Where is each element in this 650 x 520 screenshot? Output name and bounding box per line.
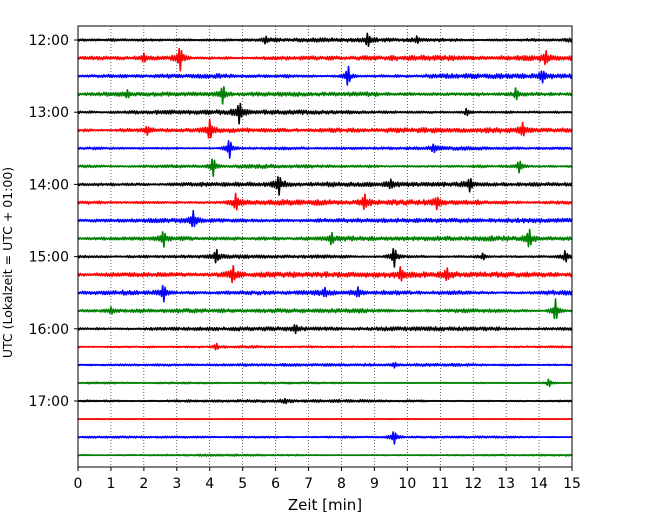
x-tick-label-10: 10 <box>398 476 416 492</box>
y-axis-ticks: 12:00 13:00 14:00 15:00 16:00 17:00 <box>29 33 78 410</box>
x-tick-label-6: 6 <box>271 476 280 492</box>
seismic-traces <box>77 32 573 457</box>
y-tick-label-1200: 12:00 <box>29 33 69 49</box>
trace-1600 <box>77 324 573 335</box>
trace-1300 <box>77 102 573 125</box>
x-tick-label-4: 4 <box>205 476 214 492</box>
x-tick-label-9: 9 <box>370 476 379 492</box>
x-tick-label-1: 1 <box>106 476 115 492</box>
x-tick-label-3: 3 <box>172 476 181 492</box>
trace-1415 <box>77 192 573 211</box>
y-tick-label-1300: 13:00 <box>29 105 69 121</box>
trace-1445 <box>77 228 573 248</box>
x-tick-label-13: 13 <box>497 476 515 492</box>
y-tick-label-1400: 14:00 <box>29 177 69 193</box>
x-tick-label-8: 8 <box>337 476 346 492</box>
trace-1400 <box>77 176 573 196</box>
x-tick-label-12: 12 <box>464 476 482 492</box>
y-tick-label-1700: 17:00 <box>29 394 69 410</box>
trace-1215 <box>77 47 573 72</box>
trace-1345 <box>77 158 573 178</box>
trace-1545 <box>77 298 573 320</box>
x-tick-label-11: 11 <box>431 476 449 492</box>
y-tick-label-1600: 16:00 <box>29 322 69 338</box>
trace-1530 <box>77 284 573 303</box>
x-tick-label-7: 7 <box>304 476 313 492</box>
trace-1515 <box>77 265 573 284</box>
trace-1430 <box>77 209 573 228</box>
x-tick-label-5: 5 <box>238 476 247 492</box>
plot-frame <box>77 25 573 468</box>
y-axis-label: UTC (Lokalzeit = UTC + 01:00) <box>0 167 15 358</box>
x-axis-ticks: 0 1 2 3 4 5 6 7 8 9 10 11 12 13 14 15 <box>74 467 581 492</box>
x-tick-label-0: 0 <box>74 476 83 492</box>
x-tick-label-14: 14 <box>530 476 548 492</box>
x-tick-label-15: 15 <box>563 476 581 492</box>
trace-1330 <box>77 140 573 159</box>
trace-1315 <box>77 118 573 139</box>
y-tick-label-1500: 15:00 <box>29 250 69 266</box>
x-tick-label-2: 2 <box>139 476 148 492</box>
trace-1730 <box>77 431 573 445</box>
x-axis-label: Zeit [min] <box>288 496 362 514</box>
trace-1245 <box>77 85 573 105</box>
trace-1500 <box>77 248 573 268</box>
